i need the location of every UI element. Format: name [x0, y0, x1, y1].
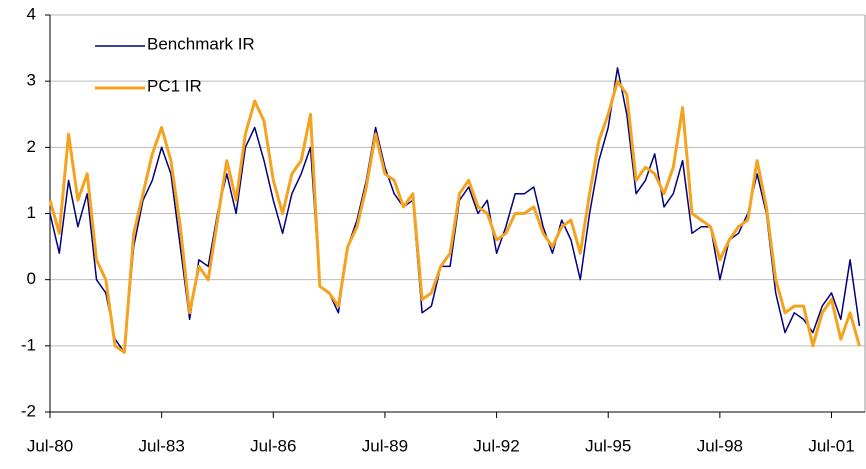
legend-label: Benchmark IR [147, 34, 255, 53]
series-line [48, 79, 861, 354]
y-tick-label: 4 [27, 4, 36, 23]
y-tick-label: 1 [27, 203, 36, 222]
x-tick-label: Jul-95 [585, 436, 631, 455]
x-tick-label: Jul-80 [27, 436, 73, 455]
y-tick-label: 2 [27, 137, 36, 156]
x-tick-label: Jul-01 [808, 436, 854, 455]
x-tick-label: Jul-92 [473, 436, 519, 455]
x-tick-label: Jul-89 [362, 436, 408, 455]
x-tick-label: Jul-83 [138, 436, 184, 455]
x-tick-label: Jul-86 [250, 436, 296, 455]
y-tick-label: -1 [21, 335, 36, 354]
y-tick-label: 3 [27, 71, 36, 90]
y-tick-label: -2 [21, 401, 36, 420]
legend-label: PC1 IR [147, 76, 202, 95]
y-tick-label: 0 [27, 269, 36, 288]
series-line [49, 67, 861, 354]
x-tick-label: Jul-98 [697, 436, 743, 455]
